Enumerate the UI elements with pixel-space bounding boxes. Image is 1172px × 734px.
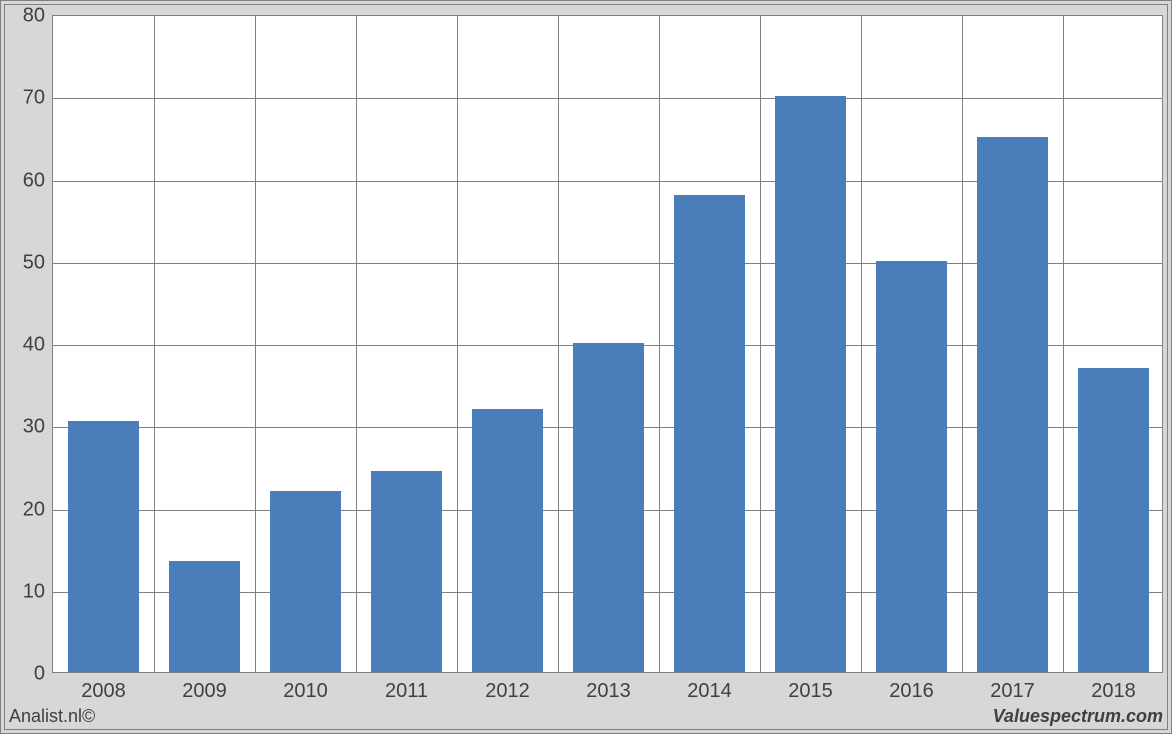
gridline-h xyxy=(53,98,1162,99)
bar xyxy=(169,561,240,672)
bar xyxy=(472,409,543,672)
bar xyxy=(1078,368,1149,672)
x-tick-label: 2014 xyxy=(687,672,732,703)
y-tick-label: 20 xyxy=(23,498,53,521)
x-tick-label: 2010 xyxy=(283,672,328,703)
chart-inner-frame: 0 10 20 30 40 50 60 70 80 2008 2009 2010 2011 2012 201… xyxy=(4,4,1168,730)
y-tick-label: 30 xyxy=(23,416,53,439)
bar xyxy=(270,491,341,672)
bar xyxy=(674,195,745,672)
x-tick-label: 2015 xyxy=(788,672,833,703)
gridline-v xyxy=(558,16,559,672)
x-tick-label: 2012 xyxy=(485,672,530,703)
bar xyxy=(68,421,139,672)
gridline-v xyxy=(861,16,862,672)
gridline-v xyxy=(659,16,660,672)
footer-left-text: Analist.nl© xyxy=(9,706,95,727)
gridline-v xyxy=(962,16,963,672)
gridline-v xyxy=(1063,16,1064,672)
y-tick-label: 70 xyxy=(23,87,53,110)
x-tick-label: 2008 xyxy=(81,672,126,703)
bar xyxy=(876,261,947,672)
bar xyxy=(573,343,644,672)
x-tick-label: 2009 xyxy=(182,672,227,703)
y-tick-label: 40 xyxy=(23,334,53,357)
gridline-v xyxy=(457,16,458,672)
bar xyxy=(775,96,846,672)
bar xyxy=(977,137,1048,672)
y-tick-label: 80 xyxy=(23,5,53,28)
x-tick-label: 2018 xyxy=(1091,672,1136,703)
gridline-v xyxy=(760,16,761,672)
y-tick-label: 50 xyxy=(23,251,53,274)
plot-area: 0102030405060708020082009201020112012201… xyxy=(52,15,1163,673)
y-tick-label: 10 xyxy=(23,580,53,603)
footer-right-text: Valuespectrum.com xyxy=(993,706,1163,727)
x-tick-label: 2017 xyxy=(990,672,1035,703)
bar xyxy=(371,471,442,673)
gridline-v xyxy=(154,16,155,672)
gridline-v xyxy=(356,16,357,672)
gridline-v xyxy=(255,16,256,672)
x-tick-label: 2016 xyxy=(889,672,934,703)
y-tick-label: 0 xyxy=(34,663,53,686)
chart-outer-frame: 0 10 20 30 40 50 60 70 80 2008 2009 2010 2011 2012 201… xyxy=(0,0,1172,734)
x-tick-label: 2013 xyxy=(586,672,631,703)
y-tick-label: 60 xyxy=(23,169,53,192)
x-tick-label: 2011 xyxy=(385,672,428,703)
